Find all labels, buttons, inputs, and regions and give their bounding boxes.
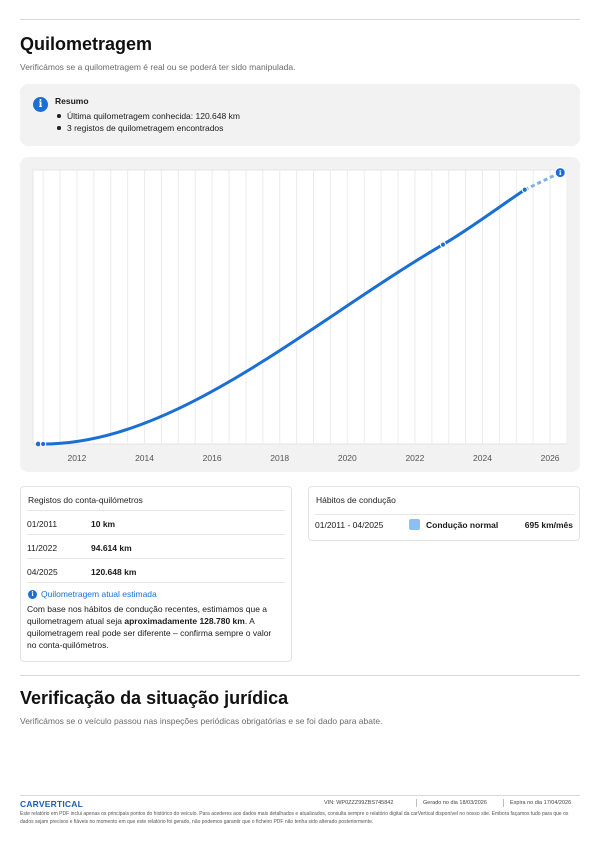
data-point xyxy=(521,186,528,193)
estimate-title: Quilometragem atual estimada xyxy=(41,589,157,599)
odometer-records-title: Registos do conta-quilómetros xyxy=(28,495,143,505)
odometer-date: 01/2011 xyxy=(27,519,58,529)
odometer-km: 10 km xyxy=(91,519,116,529)
footer-separator xyxy=(416,799,417,807)
x-tick-label: 2020 xyxy=(338,453,357,463)
x-tick-label: 2026 xyxy=(541,453,560,463)
summary-item: 3 registos de quilometragem encontrados xyxy=(57,122,240,134)
footer-vin: VIN: WP0ZZZ99ZBS745842 xyxy=(324,800,394,806)
odometer-row: 11/2022 94.614 km xyxy=(27,534,285,558)
odometer-km: 94.614 km xyxy=(91,543,132,553)
data-point xyxy=(35,441,41,447)
x-tick-label: 2012 xyxy=(67,453,86,463)
odometer-records-card: Registos do conta-quilómetros 01/2011 10… xyxy=(20,486,292,662)
odometer-date: 11/2022 xyxy=(27,543,58,553)
odometer-row: 04/2025 120.648 km xyxy=(27,558,285,582)
mileage-subtitle: Verificámos se a quilometragem é real ou… xyxy=(20,62,296,72)
odometer-row: 01/2011 10 km xyxy=(27,510,285,534)
info-icon: i xyxy=(559,169,562,177)
legal-subtitle: Verificámos se o veículo passou nas insp… xyxy=(20,716,383,726)
estimate-marker xyxy=(554,167,566,179)
top-divider xyxy=(20,19,580,20)
footer-disclaimer: Este relatório em PDF inclui apenas os p… xyxy=(20,811,569,825)
info-icon: i xyxy=(33,97,48,112)
plot-area xyxy=(32,169,568,445)
estimate-text-before: Com base nos hábitos de condução recente… xyxy=(27,604,268,626)
footer-divider xyxy=(20,795,580,796)
mileage-title: Quilometragem xyxy=(20,34,153,54)
driving-habits-card: Hábitos de condução 01/2011 - 04/2025 Co… xyxy=(308,486,580,541)
mileage-line xyxy=(41,188,527,446)
mileage-chart: 2012 2014 2016 2018 2020 2022 2024 2026 i xyxy=(20,157,580,472)
summary-list: Última quilometragem conhecida: 120.648 … xyxy=(57,110,240,134)
x-tick-label: 2022 xyxy=(405,453,424,463)
footer-separator xyxy=(503,799,504,807)
section-divider xyxy=(20,675,580,676)
summary-item: Última quilometragem conhecida: 120.648 … xyxy=(57,111,240,121)
habit-range: 01/2011 - 04/2025 xyxy=(315,520,384,530)
estimate-value: aproximadamente 128.780 km xyxy=(124,616,245,626)
legal-title: Verificação da situação jurídica xyxy=(20,688,289,708)
odometer-divider xyxy=(27,582,285,583)
x-tick-label: 2024 xyxy=(473,453,492,463)
driving-habit-row: 01/2011 - 04/2025 Condução normal 695 km… xyxy=(315,514,575,532)
footer-generated: Gerado no dia 18/03/2026 xyxy=(423,800,487,806)
x-tick-label: 2016 xyxy=(203,453,222,463)
driving-habits-title: Hábitos de condução xyxy=(316,495,396,505)
x-tick-label: 2018 xyxy=(270,453,289,463)
data-point xyxy=(439,241,447,248)
x-tick-label: 2014 xyxy=(135,453,154,463)
estimate-text-after: . A quilometragem real pode ser diferent… xyxy=(27,616,272,650)
odometer-date: 04/2025 xyxy=(27,567,58,577)
habit-swatch xyxy=(409,519,420,530)
habit-rate: 695 km/mês xyxy=(524,520,573,530)
odometer-km: 120.648 km xyxy=(91,567,137,577)
info-icon: i xyxy=(28,590,37,599)
habit-label: Condução normal xyxy=(426,520,499,530)
data-point xyxy=(40,440,47,448)
estimate-text: Com base nos hábitos de condução recente… xyxy=(27,603,283,651)
summary-box: i Resumo Última quilometragem conhecida:… xyxy=(20,84,580,146)
carvertical-logo: CARVERTICAL xyxy=(20,799,83,809)
summary-title: Resumo xyxy=(55,96,89,106)
mileage-chart-svg: 2012 2014 2016 2018 2020 2022 2024 2026 i xyxy=(32,167,568,463)
footer-expires: Expira no dia 17/04/2026 xyxy=(510,800,572,806)
